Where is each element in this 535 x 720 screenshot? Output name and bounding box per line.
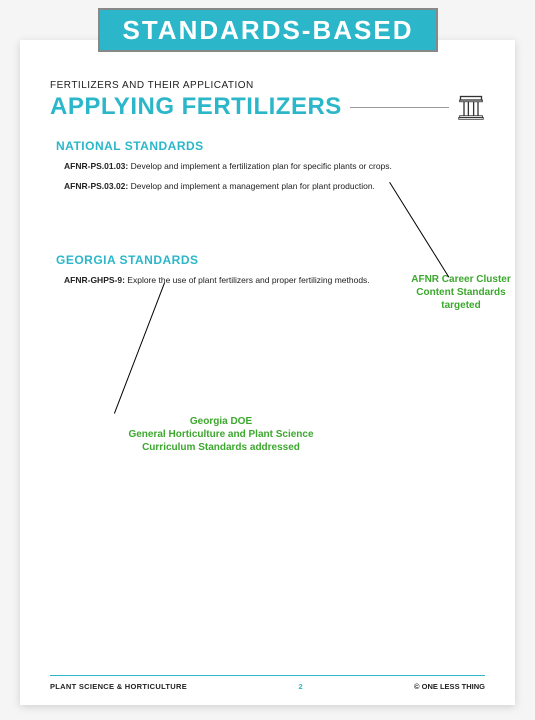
document-page: FERTILIZERS AND THEIR APPLICATION APPLYI… — [20, 40, 515, 705]
annotation-georgia: Georgia DOE General Horticulture and Pla… — [116, 415, 326, 454]
standard-item: AFNR-PS.03.02: Develop and implement a m… — [64, 181, 485, 193]
page-subtitle: FERTILIZERS AND THEIR APPLICATION — [50, 80, 485, 91]
annotation-line: General Horticulture and Plant Science — [116, 428, 326, 441]
standard-item: AFNR-PS.01.03: Develop and implement a f… — [64, 161, 485, 173]
annotation-line: targeted — [406, 299, 516, 312]
annotation-line: Content Standards — [406, 286, 516, 299]
footer-page-number: 2 — [298, 682, 302, 691]
banner-text: STANDARDS-BASED — [123, 15, 414, 46]
title-row: APPLYING FERTILIZERS — [50, 93, 485, 121]
standard-text: Develop and implement a fertilization pl… — [131, 161, 392, 171]
section-heading-national: NATIONAL STANDARDS — [56, 139, 485, 153]
annotation-line: Curriculum Standards addressed — [116, 441, 326, 454]
annotation-line: AFNR Career Cluster — [406, 273, 516, 286]
standard-code: AFNR-PS.01.03: — [64, 161, 128, 171]
standard-code: AFNR-PS.03.02: — [64, 181, 128, 191]
page-footer: PLANT SCIENCE & HORTICULTURE 2 © ONE LES… — [50, 675, 485, 691]
section-heading-georgia: GEORGIA STANDARDS — [56, 253, 485, 267]
footer-copyright: © ONE LESS THING — [414, 682, 485, 691]
standard-text: Develop and implement a management plan … — [131, 181, 375, 191]
footer-rule — [50, 675, 485, 676]
standard-code: AFNR-GHPS-9: — [64, 275, 125, 285]
standards-banner: STANDARDS-BASED — [98, 8, 438, 52]
title-rule — [350, 107, 449, 108]
footer-left: PLANT SCIENCE & HORTICULTURE — [50, 682, 187, 691]
column-icon — [457, 93, 485, 121]
pointer-line-2 — [114, 283, 165, 414]
page-title: APPLYING FERTILIZERS — [50, 93, 342, 121]
annotation-line: Georgia DOE — [116, 415, 326, 428]
annotation-afnr: AFNR Career Cluster Content Standards ta… — [406, 273, 516, 312]
footer-row: PLANT SCIENCE & HORTICULTURE 2 © ONE LES… — [50, 682, 485, 691]
